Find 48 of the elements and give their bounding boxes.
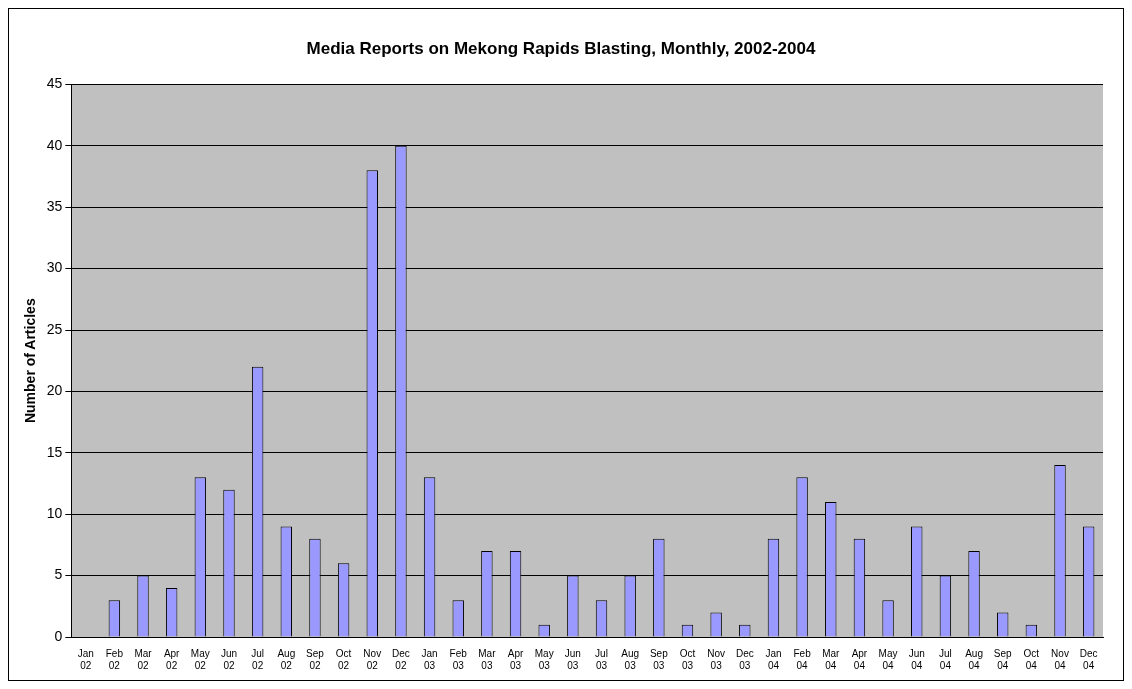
x-tick-label: Apr 02 — [163, 647, 181, 671]
x-tick-label: Jan 02 — [77, 647, 94, 671]
y-tick-label: 35 — [46, 198, 63, 215]
x-tick-label: Aug 03 — [621, 647, 640, 671]
chart-title: Media Reports on Mekong Rapids Blasting, Monthly, 2002-2004 — [306, 38, 816, 58]
x-tick-label: Sep 02 — [306, 647, 325, 671]
x-tick-label: Dec 04 — [1079, 647, 1098, 671]
x-tick-label: Mar 03 — [478, 647, 497, 671]
x-tick-label: Sep 04 — [993, 647, 1013, 671]
x-tick-label: Apr 03 — [507, 647, 524, 671]
x-tick-label: Jan 03 — [421, 647, 438, 671]
x-tick-label: May 04 — [878, 647, 898, 671]
x-tick-label: Dec 03 — [735, 647, 754, 671]
y-tick-label: 30 — [46, 259, 63, 276]
y-tick-label: 25 — [46, 320, 63, 337]
y-tick-label: 10 — [46, 505, 63, 522]
y-tick-label: 20 — [46, 382, 63, 399]
y-tick-label: 0 — [54, 627, 63, 644]
x-tick-label: Sep 03 — [649, 647, 669, 671]
x-tick-label: May 03 — [534, 647, 554, 671]
x-tick-label: Oct 04 — [1023, 647, 1040, 671]
x-tick-label: Feb 02 — [105, 647, 124, 671]
x-tick-label: Nov 03 — [707, 647, 726, 671]
x-tick-label: Mar 04 — [822, 647, 841, 671]
y-tick-label: 15 — [46, 443, 63, 460]
x-tick-label: May 02 — [190, 647, 210, 671]
x-tick-label: Oct 02 — [335, 647, 352, 671]
x-tick-label: Dec 02 — [392, 647, 410, 671]
x-tick-label: Nov 04 — [1051, 647, 1069, 671]
x-tick-label: Oct 03 — [679, 647, 696, 671]
y-tick-label: 45 — [46, 75, 63, 92]
x-tick-label: Aug 02 — [277, 647, 296, 671]
y-tick-label: 40 — [46, 136, 63, 153]
x-tick-label: Jul 03 — [595, 647, 608, 671]
x-tick-label: Nov 02 — [363, 647, 382, 671]
x-tick-label: Jan 04 — [765, 647, 782, 671]
x-tick-label: Jun 04 — [908, 647, 925, 671]
x-tick-label: Jul 04 — [938, 647, 952, 671]
x-tick-label: Aug 04 — [965, 647, 983, 671]
x-tick-label: Jun 02 — [220, 647, 238, 671]
x-tick-label: Mar 02 — [134, 647, 153, 671]
x-tick-label: Feb 03 — [449, 647, 468, 671]
x-tick-label: Jul 02 — [251, 647, 265, 671]
y-tick-label: 5 — [54, 566, 63, 583]
y-axis-title: Number of Articles — [22, 298, 39, 424]
x-tick-label: Apr 04 — [851, 647, 868, 671]
x-tick-label: Feb 04 — [793, 647, 812, 671]
x-tick-label: Jun 03 — [564, 647, 581, 671]
